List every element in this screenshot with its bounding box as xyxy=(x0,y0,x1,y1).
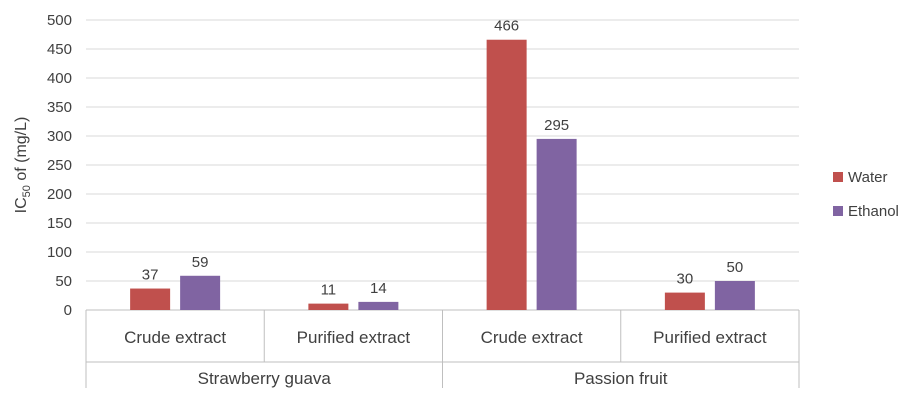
bar-ethanol xyxy=(536,138,577,310)
x-group-label: Strawberry guava xyxy=(198,369,332,388)
legend-swatch-ethanol xyxy=(833,206,843,216)
data-label: 50 xyxy=(727,259,744,276)
x-category-label: Purified extract xyxy=(297,328,411,347)
data-label: 37 xyxy=(142,267,159,284)
x-category-label: Crude extract xyxy=(124,328,226,347)
y-tick-label: 300 xyxy=(47,128,72,145)
data-label: 11 xyxy=(321,282,337,299)
bar-water xyxy=(308,303,349,310)
x-axis: Crude extract Purified extract Crude extra… xyxy=(85,310,800,388)
data-label: 14 xyxy=(370,280,387,297)
y-tick-label: 100 xyxy=(47,244,72,261)
legend-label-water: Water xyxy=(848,169,887,186)
y-axis-title-subscript: 50 xyxy=(21,185,33,197)
data-label: 59 xyxy=(192,254,209,271)
bar-ethanol xyxy=(358,301,399,310)
y-tick-label: 200 xyxy=(47,186,72,203)
y-tick-label: 350 xyxy=(47,99,72,116)
data-label: 466 xyxy=(494,18,519,35)
legend-swatch-water xyxy=(833,172,843,182)
bar-water xyxy=(486,39,527,310)
data-label: 30 xyxy=(677,271,694,288)
y-tick-label: 400 xyxy=(47,70,72,87)
bar-ethanol xyxy=(714,281,755,310)
data-label: 295 xyxy=(544,117,569,134)
bar-water xyxy=(130,288,171,310)
x-category-label: Crude extract xyxy=(481,328,583,347)
bar-ethanol xyxy=(180,275,221,310)
bars xyxy=(130,39,755,310)
data-labels: 37 59 11 14 466 295 30 50 xyxy=(142,18,743,299)
y-tick-label: 450 xyxy=(47,41,72,58)
y-axis-title: IC50 of (mg/L) xyxy=(13,117,33,214)
x-group-label: Passion fruit xyxy=(574,369,668,388)
y-tick-label: 150 xyxy=(47,215,72,232)
legend-label-ethanol: Ethanol xyxy=(848,203,899,220)
y-tick-label: 50 xyxy=(55,273,72,290)
bar-water xyxy=(664,292,705,310)
y-axis: 0 50 100 150 200 250 300 350 400 450 500 xyxy=(47,12,72,319)
legend: Water Ethanol xyxy=(833,169,899,220)
y-tick-label: 500 xyxy=(47,12,72,29)
x-category-label: Purified extract xyxy=(653,328,767,347)
y-axis-title-main: IC xyxy=(13,197,30,213)
y-tick-label: 0 xyxy=(64,302,72,319)
y-tick-label: 250 xyxy=(47,157,72,174)
y-axis-title-rest: of (mg/L) xyxy=(13,117,30,185)
